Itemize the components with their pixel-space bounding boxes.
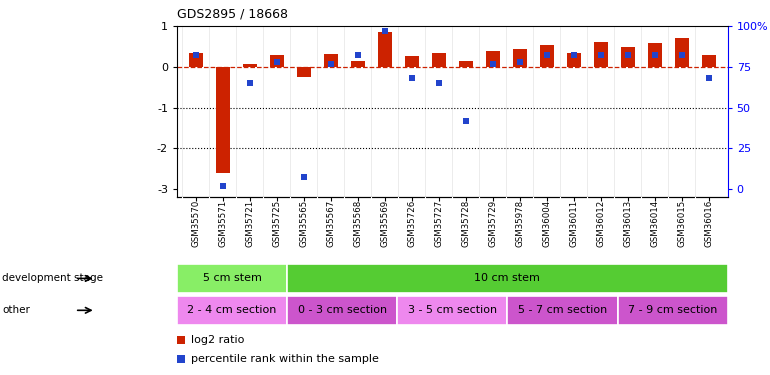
Text: GSM36004: GSM36004	[542, 200, 551, 248]
Bar	[567, 53, 581, 67]
Bar	[621, 47, 634, 67]
Bar	[540, 45, 554, 67]
Bar	[594, 42, 608, 67]
Bar	[486, 51, 500, 67]
Text: GSM35978: GSM35978	[515, 200, 524, 247]
Text: percentile rank within the sample: percentile rank within the sample	[191, 354, 379, 364]
Text: GSM35571: GSM35571	[219, 200, 227, 248]
Text: GSM35567: GSM35567	[326, 200, 336, 248]
Bar	[324, 54, 338, 67]
Text: GSM35725: GSM35725	[273, 200, 282, 248]
Bar	[507, 296, 618, 325]
Bar	[459, 61, 473, 67]
Text: GSM35568: GSM35568	[353, 200, 363, 248]
Bar	[702, 56, 715, 67]
Text: 3 - 5 cm section: 3 - 5 cm section	[408, 305, 497, 315]
Text: GSM35570: GSM35570	[192, 200, 200, 248]
Text: other: other	[2, 305, 30, 315]
Text: GSM36015: GSM36015	[678, 200, 686, 248]
Text: GSM35727: GSM35727	[434, 200, 444, 248]
Text: GSM36016: GSM36016	[705, 200, 713, 248]
Text: GSM35721: GSM35721	[246, 200, 254, 248]
Text: log2 ratio: log2 ratio	[191, 335, 244, 345]
Text: development stage: development stage	[2, 273, 103, 284]
Bar	[189, 53, 203, 67]
Text: GSM35728: GSM35728	[461, 200, 470, 248]
Bar	[432, 53, 446, 67]
Text: GSM36014: GSM36014	[651, 200, 659, 248]
Text: 10 cm stem: 10 cm stem	[474, 273, 541, 284]
Text: GSM35565: GSM35565	[300, 200, 309, 248]
Bar	[270, 56, 283, 67]
Text: GSM36013: GSM36013	[623, 200, 632, 248]
Text: 5 cm stem: 5 cm stem	[203, 273, 262, 284]
Text: GDS2895 / 18668: GDS2895 / 18668	[177, 8, 288, 21]
Bar	[648, 44, 661, 67]
Bar	[287, 296, 397, 325]
Bar	[297, 67, 310, 77]
Bar	[351, 61, 365, 67]
Text: 0 - 3 cm section: 0 - 3 cm section	[298, 305, 387, 315]
Bar	[378, 32, 392, 67]
Text: 5 - 7 cm section: 5 - 7 cm section	[518, 305, 607, 315]
Bar	[405, 56, 419, 67]
Text: GSM36011: GSM36011	[569, 200, 578, 248]
Bar	[618, 296, 728, 325]
Bar	[177, 296, 287, 325]
Bar	[216, 67, 229, 172]
Bar	[287, 264, 728, 293]
Text: 7 - 9 cm section: 7 - 9 cm section	[628, 305, 718, 315]
Text: GSM36012: GSM36012	[596, 200, 605, 248]
Text: GSM35729: GSM35729	[488, 200, 497, 247]
Text: 2 - 4 cm section: 2 - 4 cm section	[187, 305, 277, 315]
Bar	[513, 49, 527, 67]
Text: GSM35569: GSM35569	[380, 200, 390, 247]
Text: GSM35726: GSM35726	[407, 200, 417, 248]
Bar	[397, 296, 507, 325]
Bar	[243, 64, 256, 67]
Bar	[675, 38, 688, 67]
Bar	[177, 264, 287, 293]
